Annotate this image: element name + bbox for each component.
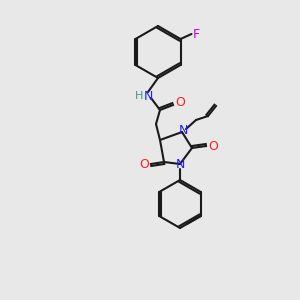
Text: F: F <box>193 28 200 40</box>
Text: O: O <box>139 158 149 170</box>
Text: N: N <box>175 158 185 172</box>
Text: N: N <box>178 124 188 137</box>
Text: N: N <box>143 89 153 103</box>
Text: O: O <box>208 140 218 152</box>
Text: H: H <box>135 91 143 101</box>
Text: O: O <box>175 97 185 110</box>
